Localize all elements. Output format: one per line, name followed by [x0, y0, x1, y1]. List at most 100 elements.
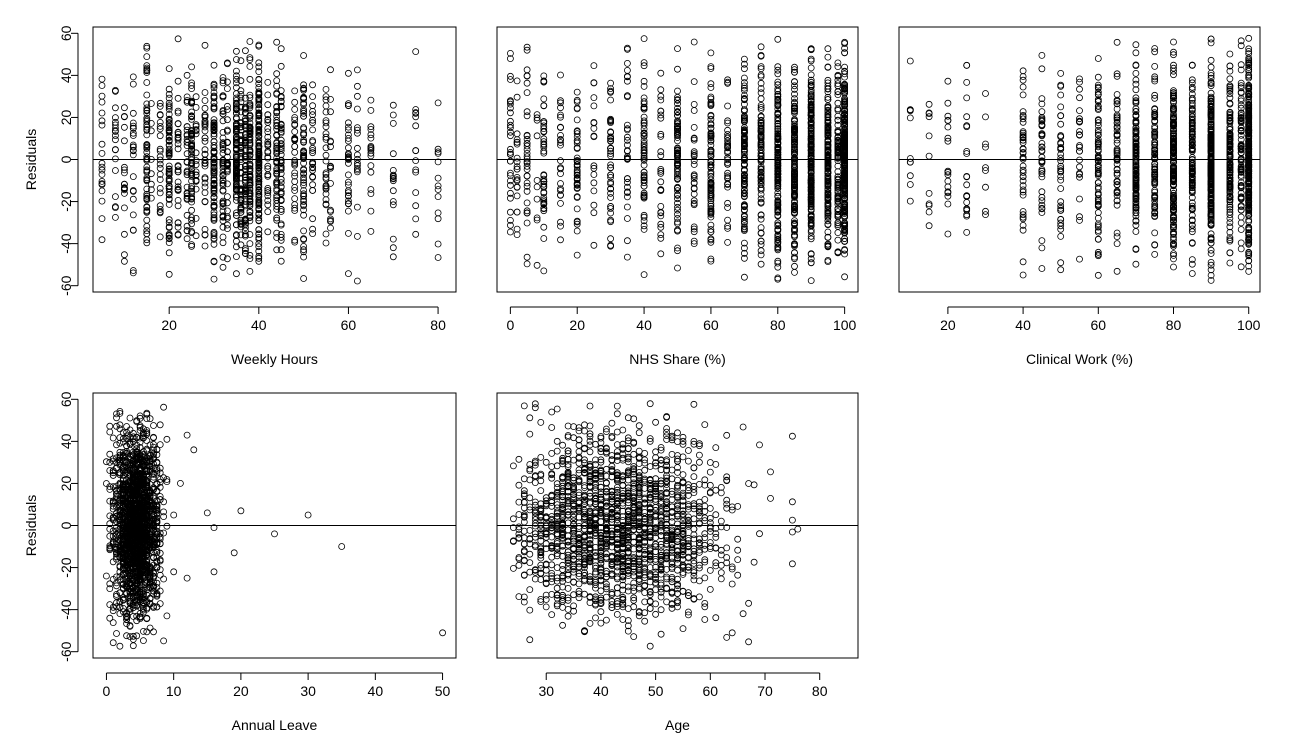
- data-point: [309, 138, 317, 146]
- data-point: [121, 251, 128, 259]
- data-point: [255, 198, 263, 206]
- data-point: [674, 199, 681, 207]
- data-point: [344, 197, 352, 205]
- data-point: [533, 195, 541, 203]
- data-point: [246, 63, 254, 70]
- data-point: [344, 100, 352, 107]
- data-point: [982, 113, 989, 121]
- data-point: [1057, 103, 1065, 111]
- data-point: [112, 128, 119, 135]
- data-point: [963, 228, 971, 236]
- data-point: [1019, 258, 1027, 266]
- data-point: [201, 179, 209, 187]
- data-point: [219, 233, 227, 241]
- data-point: [143, 123, 151, 131]
- data-point: [1076, 163, 1083, 171]
- data-point: [112, 193, 119, 201]
- data-point: [774, 35, 782, 43]
- x-tick-label: 80: [430, 317, 446, 333]
- data-point: [277, 179, 285, 187]
- data-point: [1094, 55, 1102, 62]
- data-point: [129, 267, 137, 274]
- data-point: [121, 137, 128, 145]
- data-point: [98, 117, 106, 125]
- data-point: [573, 88, 581, 96]
- data-point: [277, 246, 285, 254]
- data-point: [277, 208, 285, 215]
- data-point: [232, 75, 240, 83]
- data-point: [174, 163, 182, 171]
- data-point: [906, 197, 914, 205]
- data-point: [277, 144, 285, 152]
- data-point: [183, 227, 191, 235]
- data-point: [412, 113, 420, 121]
- data-point: [201, 189, 209, 197]
- data-point: [1094, 235, 1102, 243]
- data-point: [246, 119, 254, 127]
- data-point: [112, 114, 119, 121]
- data-point: [188, 185, 196, 193]
- data-point: [1226, 50, 1234, 58]
- data-point: [255, 75, 263, 83]
- data-point: [201, 97, 209, 104]
- data-point: [143, 110, 151, 117]
- data-point: [147, 170, 155, 178]
- data-point: [174, 94, 182, 102]
- data-point: [210, 89, 218, 96]
- data-point: [246, 255, 254, 263]
- data-point: [188, 108, 196, 116]
- data-point: [98, 121, 106, 129]
- data-point: [1151, 63, 1159, 70]
- data-point: [757, 190, 765, 198]
- data-point: [506, 132, 514, 140]
- data-point: [165, 94, 173, 102]
- data-point: [201, 242, 209, 250]
- data-point: [264, 228, 272, 236]
- data-point: [367, 186, 375, 193]
- data-point: [573, 205, 581, 213]
- data-point: [1207, 56, 1215, 64]
- data-point: [774, 63, 782, 71]
- data-point: [353, 66, 361, 74]
- data-point: [300, 242, 308, 250]
- data-point: [1132, 76, 1140, 84]
- data-point: [640, 35, 648, 42]
- data-point: [434, 240, 442, 248]
- data-point: [353, 82, 361, 90]
- data-point: [112, 213, 119, 221]
- data-point: [657, 202, 665, 210]
- data-point: [533, 183, 541, 191]
- data-point: [523, 72, 531, 80]
- data-point: [834, 59, 842, 67]
- data-point: [255, 80, 263, 88]
- data-point: [98, 82, 106, 89]
- data-point: [291, 87, 299, 95]
- data-point: [412, 122, 420, 130]
- data-point: [174, 120, 182, 127]
- data-point: [774, 70, 782, 78]
- data-point: [590, 201, 598, 209]
- data-point: [523, 66, 531, 74]
- data-point: [389, 187, 397, 195]
- data-point: [165, 147, 173, 155]
- data-point: [165, 124, 173, 132]
- data-point: [640, 182, 648, 190]
- data-point: [121, 204, 128, 212]
- data-point: [344, 69, 352, 77]
- data-point: [277, 233, 285, 241]
- y-tick-label: -20: [58, 191, 74, 211]
- data-point: [291, 187, 299, 194]
- data-point: [246, 91, 254, 99]
- data-point: [210, 99, 218, 107]
- y-tick-label: -60: [58, 275, 74, 295]
- data-point: [674, 264, 681, 272]
- data-point: [309, 108, 317, 115]
- data-point: [944, 230, 952, 238]
- data-point: [724, 216, 731, 224]
- y-tick-label: 60: [58, 25, 74, 41]
- data-point: [925, 100, 933, 108]
- data-point: [232, 270, 240, 278]
- data-point: [201, 89, 209, 96]
- data-point: [241, 224, 249, 232]
